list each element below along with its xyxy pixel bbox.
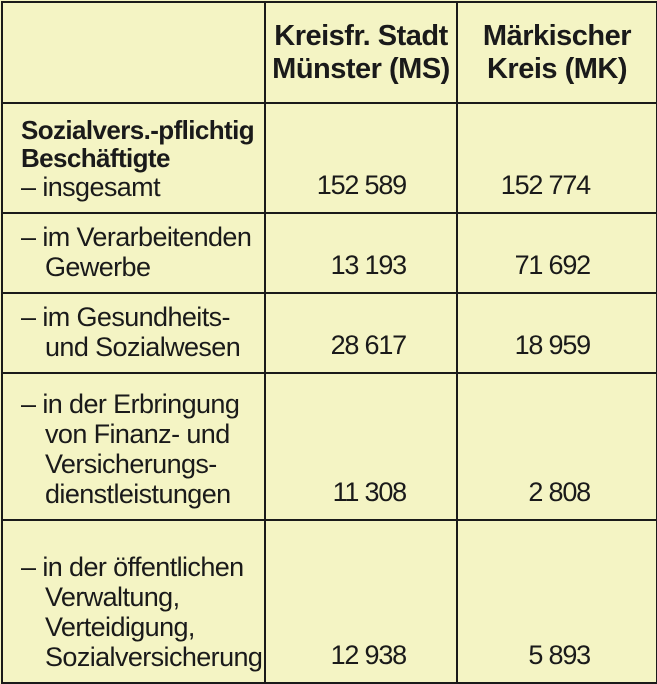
row-label-line: und Sozialwesen [45, 332, 241, 362]
value-muenster: 28 617 [264, 292, 458, 374]
value-maerkischer-kreis: 18 959 [456, 292, 657, 374]
row-label: – im Verarbeitenden Gewerbe [1, 212, 266, 294]
row-label: – in der öffentlichen Verwaltung, Vertei… [1, 519, 266, 684]
row-label-line: – in der Erbringung [21, 389, 240, 419]
value-muenster: 11 308 [264, 372, 458, 521]
header-muenster-line2: Münster (MS) [272, 52, 450, 85]
header-empty-cell [1, 1, 266, 104]
value-maerkischer-kreis: 71 692 [456, 212, 657, 294]
header-mk-line1: Märkischer [482, 19, 632, 52]
row-label-line: Gewerbe [45, 252, 151, 282]
value-muenster: 152 589 [264, 102, 458, 214]
row-label-line: Versicherungs- [45, 449, 217, 479]
row-label: Sozialvers.-pflichtig Beschäftigte – ins… [1, 102, 266, 214]
table-row: Sozialvers.-pflichtig Beschäftigte – ins… [1, 102, 657, 214]
row-label: – in der Erbringung von Finanz- und Vers… [1, 372, 266, 521]
row-label-line: Verteidigung, [45, 612, 195, 642]
row-label-line: – im Verarbeitenden [21, 222, 252, 252]
table-row: – im Gesundheits- und Sozialwesen 28 617… [1, 292, 657, 374]
row-label-line: von Finanz- und [45, 419, 230, 449]
value-maerkischer-kreis: 2 808 [456, 372, 657, 521]
header-muenster-line1: Kreisfr. Stadt [274, 19, 448, 52]
row-label: – im Gesundheits- und Sozialwesen [1, 292, 266, 374]
table-row: – im Verarbeitenden Gewerbe 13 193 71 69… [1, 212, 657, 294]
header-maerkischer-kreis: Märkischer Kreis (MK) [456, 1, 657, 104]
row-label-line: – insgesamt [21, 172, 161, 202]
table-row: – in der öffentlichen Verwaltung, Vertei… [1, 519, 657, 684]
header-mk-line2: Kreis (MK) [486, 52, 628, 85]
header-muenster: Kreisfr. Stadt Münster (MS) [264, 1, 458, 104]
row-label-bold-line: Beschäftigte [21, 143, 170, 173]
row-label-line: – in der öffentlichen [21, 552, 244, 582]
table-header-row: Kreisfr. Stadt Münster (MS) Märkischer K… [1, 1, 657, 104]
row-label-line: Sozialversicherung [45, 642, 263, 672]
row-label-line: Verwaltung, [45, 582, 180, 612]
value-muenster: 13 193 [264, 212, 458, 294]
row-label-bold-line: Sozialvers.-pflichtig [21, 115, 255, 145]
row-label-line: dienstleistungen [45, 479, 231, 509]
row-label-line: – im Gesundheits- [21, 302, 231, 332]
value-maerkischer-kreis: 152 774 [456, 102, 657, 214]
value-maerkischer-kreis: 5 893 [456, 519, 657, 684]
value-muenster: 12 938 [264, 519, 458, 684]
table-row: – in der Erbringung von Finanz- und Vers… [1, 372, 657, 521]
